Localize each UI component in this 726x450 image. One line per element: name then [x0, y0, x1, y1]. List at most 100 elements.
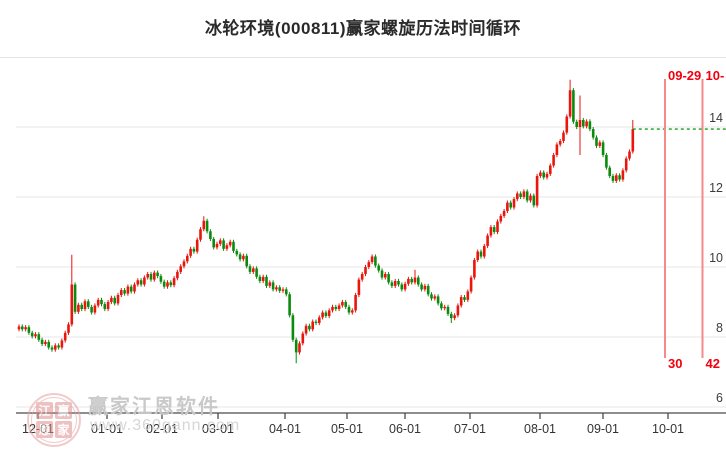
candle-body [21, 326, 24, 330]
candle-body [268, 282, 272, 286]
candle-body [212, 239, 215, 248]
candle-body [466, 291, 470, 300]
candle-body [205, 220, 209, 232]
candle-body [30, 332, 34, 337]
candle-body [582, 120, 585, 127]
y-axis-label: 8 [716, 321, 723, 335]
candle-body [364, 267, 367, 274]
candle-body [463, 297, 466, 300]
candle-body [116, 295, 120, 304]
candle-body [591, 129, 595, 138]
candle-body [337, 305, 341, 309]
candle-body [87, 301, 90, 307]
candle-body [456, 305, 460, 316]
candle-body [575, 121, 578, 127]
candle-body [311, 321, 314, 330]
candle-body [195, 239, 199, 252]
candle-body [288, 294, 291, 316]
candle-body [133, 284, 136, 292]
x-axis-label: 03-01 [202, 422, 234, 436]
candle-body [318, 317, 321, 323]
candle-body [73, 284, 77, 312]
cycle-count-label: 30 [668, 356, 683, 371]
candle-body [433, 296, 437, 299]
x-axis-label: 08-01 [524, 422, 556, 436]
candle-body [608, 167, 611, 176]
candle-body [298, 343, 301, 353]
y-axis-label: 12 [709, 181, 723, 195]
candle-body [321, 312, 324, 318]
watermark-site: www.360gann.com [90, 417, 241, 434]
candle-body [252, 268, 255, 272]
candle-body [506, 202, 509, 211]
candle-body [100, 299, 103, 305]
candle-body [615, 175, 618, 181]
candle-body [27, 327, 31, 333]
candle-body [450, 313, 453, 319]
candle-body [37, 334, 41, 340]
candle-body [83, 301, 87, 309]
candle-body [552, 155, 555, 166]
candle-body [245, 255, 248, 267]
candle-body [63, 332, 67, 341]
candle-body [499, 215, 503, 222]
cycle-date-label: 10- [705, 68, 725, 83]
watermark-brand: 赢家江恩软件 [88, 396, 220, 418]
candle-body [258, 276, 262, 281]
candle-body [275, 287, 278, 290]
candle-body [179, 266, 182, 272]
candle-body [397, 281, 400, 285]
candle-body [265, 276, 268, 286]
candle-body [374, 256, 377, 266]
candle-body [271, 282, 275, 290]
y-axis-label: 10 [709, 251, 723, 265]
candle-body [479, 251, 483, 257]
candle-body [585, 121, 588, 127]
candle-body [248, 266, 252, 272]
candle-body [542, 172, 545, 178]
candle-body [182, 261, 186, 267]
seal-char: 家 [55, 421, 72, 438]
candle-body [605, 155, 608, 168]
candle-body [60, 340, 64, 348]
candle-body [54, 345, 57, 350]
candle-body [486, 235, 489, 246]
candle-body [225, 245, 229, 249]
candle-body [525, 191, 529, 201]
candle-body [443, 306, 446, 309]
candle-body [384, 274, 387, 278]
candle-body [377, 265, 380, 271]
candle-body [628, 151, 631, 159]
candle-body [334, 306, 338, 309]
candle-body [532, 195, 536, 206]
candle-body [400, 284, 404, 290]
candle-body [453, 315, 456, 319]
candle-body [80, 304, 83, 309]
candle-body [70, 284, 74, 325]
candle-body [314, 321, 318, 323]
candle-body [446, 306, 450, 314]
candle-body [57, 345, 60, 348]
candle-body [24, 327, 27, 330]
candle-body [291, 315, 295, 340]
candle-body [215, 243, 219, 248]
candle-body [103, 304, 107, 309]
candle-body [90, 306, 93, 313]
candle-body [238, 254, 242, 260]
candle-body [512, 199, 516, 208]
candle-body [139, 280, 143, 285]
candle-body [549, 165, 552, 174]
candle-body [502, 211, 506, 216]
title-separator [0, 57, 726, 58]
y-axis-label: 6 [716, 391, 723, 405]
candle-body [281, 289, 285, 291]
candle-body [77, 304, 80, 312]
candle-body [476, 251, 479, 260]
candle-body [129, 286, 133, 292]
candle-body [176, 271, 179, 279]
candle-body [631, 129, 635, 152]
candle-body [149, 274, 153, 280]
candle-body [370, 256, 374, 263]
y-axis-label: 14 [709, 111, 723, 125]
